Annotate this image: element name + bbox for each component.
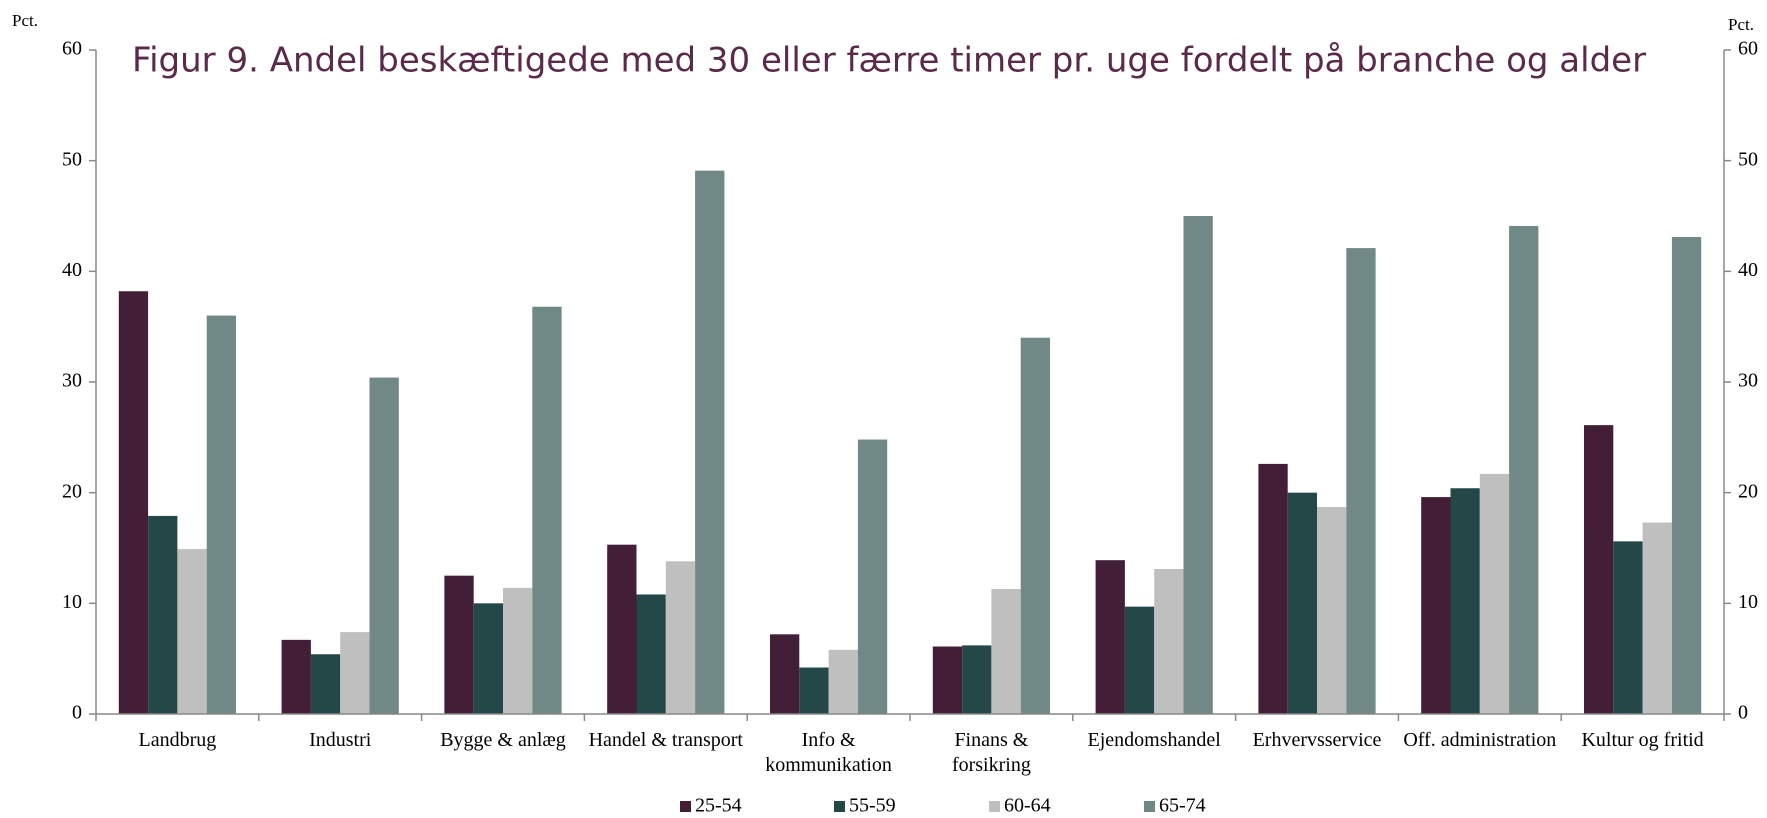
- bar: [1095, 560, 1125, 714]
- bar: [1450, 488, 1480, 714]
- bar: [857, 439, 888, 714]
- bar: [1258, 463, 1288, 714]
- y2-tick-label: 30: [1738, 370, 1758, 392]
- bar: [1642, 522, 1672, 714]
- legend-label: 60-64: [1004, 795, 1051, 817]
- bar: [1183, 216, 1213, 714]
- legend-swatch: [1144, 801, 1155, 812]
- bar: [1317, 507, 1347, 714]
- x-tick-label: Handel & transport: [588, 729, 743, 751]
- bar: [1346, 248, 1376, 715]
- bar: [206, 315, 237, 714]
- bar: [369, 377, 399, 714]
- x-tick-label: Erhvervsservice: [1252, 729, 1382, 751]
- bar: [636, 594, 666, 714]
- bar: [1671, 237, 1702, 714]
- y-tick-label: 10: [62, 591, 82, 613]
- bar: [1421, 497, 1451, 714]
- x-tick-label: Info & kommunikation: [765, 729, 892, 776]
- bar: [1613, 541, 1643, 714]
- x-tick-label: Bygge & anlæg: [440, 729, 566, 751]
- bar: [665, 561, 696, 714]
- y2-tick-label: 60: [1738, 38, 1758, 60]
- y2-axis-label: Pct.: [1728, 15, 1754, 34]
- bar: [1287, 492, 1317, 714]
- legend-label: 55-59: [849, 795, 896, 817]
- bar: [1509, 225, 1539, 714]
- chart-title: Figur 9. Andel beskæftigede med 30 eller…: [132, 41, 1646, 81]
- bar: [828, 649, 858, 714]
- bar: [177, 549, 207, 714]
- bar: [473, 603, 503, 714]
- y2-tick-label: 10: [1738, 591, 1758, 613]
- bar: [799, 667, 829, 714]
- y2-tick-label: 40: [1738, 259, 1758, 281]
- y-tick-label: 30: [62, 370, 82, 392]
- bar: [1020, 337, 1051, 714]
- bar: [769, 634, 800, 714]
- y-tick-label: 40: [62, 259, 82, 281]
- x-tick-label: Landbrug: [138, 729, 217, 751]
- legend-label: 65-74: [1159, 795, 1206, 817]
- bar: [932, 646, 963, 714]
- y2-tick-label: 20: [1738, 480, 1758, 502]
- bar: [281, 639, 311, 714]
- bar: [1154, 569, 1184, 714]
- legend-label: 25-54: [695, 795, 742, 817]
- y2-tick-label: 50: [1738, 148, 1758, 170]
- bar: [1583, 425, 1614, 714]
- y-tick-label: 0: [72, 702, 82, 724]
- x-tick-label: Kultur og fritid: [1581, 729, 1704, 751]
- bar: [444, 575, 474, 714]
- x-tick-label: Ejendomshandel: [1087, 729, 1221, 751]
- bar: [310, 654, 341, 714]
- y-axis-label: Pct.: [12, 11, 38, 30]
- x-tick-label: Industri: [309, 729, 372, 751]
- bar: [532, 306, 562, 714]
- bar: [148, 515, 178, 714]
- bar: [1124, 606, 1155, 714]
- y2-tick-label: 0: [1738, 702, 1748, 724]
- bar: [340, 632, 370, 714]
- bar: [607, 544, 637, 714]
- legend-swatch: [989, 801, 1000, 812]
- legend-swatch: [680, 801, 691, 812]
- x-tick-label: Finans & forsikring: [951, 729, 1031, 776]
- legend-swatch: [834, 801, 845, 812]
- y-tick-label: 50: [62, 148, 82, 170]
- x-tick-label: Off. administration: [1403, 729, 1557, 751]
- bar: [695, 170, 725, 715]
- bar: [503, 587, 533, 714]
- bar: [118, 291, 149, 714]
- y-tick-label: 20: [62, 480, 82, 502]
- bar: [962, 645, 992, 714]
- bar: [1479, 473, 1510, 714]
- y-tick-label: 60: [62, 38, 82, 60]
- bar: [991, 588, 1021, 714]
